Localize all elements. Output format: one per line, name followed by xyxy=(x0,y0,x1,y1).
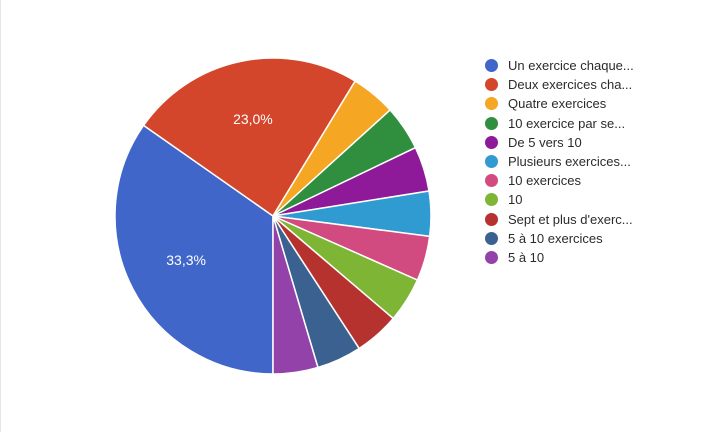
legend-item-3: Quatre exercices xyxy=(485,94,634,113)
legend-swatch xyxy=(485,116,498,130)
legend-label: Sept et plus d'exerc... xyxy=(508,211,633,227)
legend-swatch xyxy=(485,193,498,207)
legend-item-1: Un exercice chaque... xyxy=(485,56,634,75)
legend-item-7: 10 exercices xyxy=(485,171,634,190)
legend-label: Un exercice chaque... xyxy=(508,58,634,74)
legend-item-10: 5 à 10 exercices xyxy=(485,229,634,248)
slice-value-label-1: 33,3% xyxy=(166,252,206,268)
legend-item-11: 5 à 10 xyxy=(485,248,634,267)
pie-slice-1 xyxy=(114,124,274,375)
pie-chart: 33,3% 23,0% xyxy=(114,57,432,375)
pie-slice-2 xyxy=(142,57,357,218)
slice-value-label-2: 23,0% xyxy=(233,111,273,127)
legend-item-6: Plusieurs exercices... xyxy=(485,152,634,171)
legend-swatch xyxy=(485,231,498,245)
legend-swatch xyxy=(485,250,498,264)
legend-label: De 5 vers 10 xyxy=(508,134,582,150)
legend-item-4: 10 exercice par se... xyxy=(485,114,634,133)
legend-swatch xyxy=(485,212,498,226)
legend-swatch xyxy=(485,78,498,92)
legend-item-5: De 5 vers 10 xyxy=(485,133,634,152)
legend-swatch xyxy=(485,174,498,188)
legend-label: Plusieurs exercices... xyxy=(508,154,631,170)
legend-swatch xyxy=(485,135,498,149)
legend-label: 10 exercices xyxy=(508,173,581,189)
legend-swatch xyxy=(485,97,498,111)
pie-slice-11 xyxy=(272,215,319,375)
legend-label: 5 à 10 xyxy=(508,249,545,265)
legend-item-2: Deux exercices cha... xyxy=(485,75,634,94)
legend-label: Deux exercices cha... xyxy=(508,77,633,93)
legend-swatch xyxy=(485,59,498,73)
legend-swatch xyxy=(485,155,498,169)
legend-item-8: 10 xyxy=(485,190,634,209)
legend-label: 5 à 10 exercices xyxy=(508,230,603,246)
chart-legend: Un exercice chaque... Deux exercices cha.… xyxy=(485,56,634,267)
legend-label: 10 exercice par se... xyxy=(508,115,626,131)
legend-label: 10 xyxy=(508,192,523,208)
legend-label: Quatre exercices xyxy=(508,96,607,112)
legend-item-9: Sept et plus d'exerc... xyxy=(485,210,634,229)
